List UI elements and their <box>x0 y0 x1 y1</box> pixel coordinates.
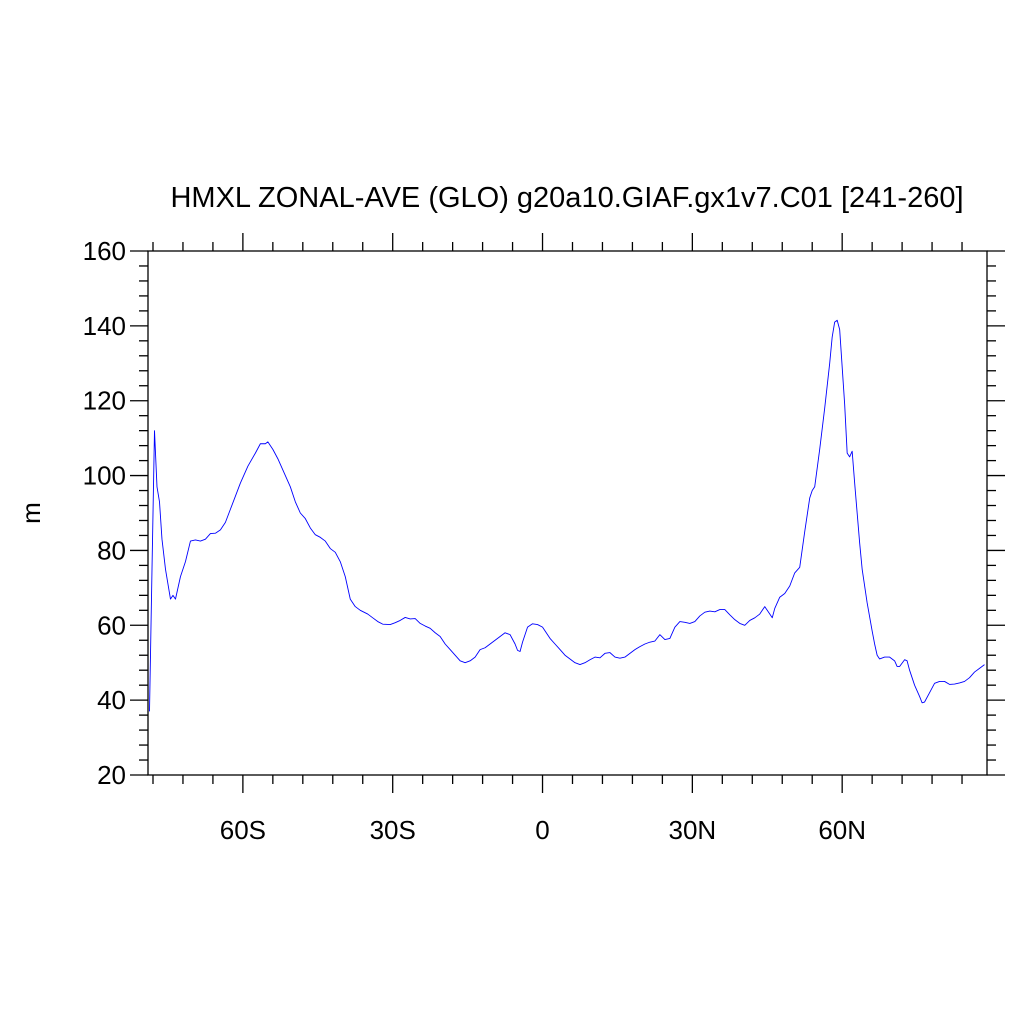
x-tick-label: 60N <box>818 815 866 845</box>
x-tick-label: 30N <box>668 815 716 845</box>
y-tick-label: 120 <box>83 386 126 416</box>
y-tick-label: 80 <box>97 535 126 565</box>
y-tick-label: 160 <box>83 236 126 266</box>
axis-ticks <box>130 233 1005 793</box>
y-axis-label: m <box>16 502 46 524</box>
y-tick-label: 100 <box>83 461 126 491</box>
y-tick-label: 140 <box>83 311 126 341</box>
x-tick-label: 0 <box>535 815 549 845</box>
tick-labels: 20 40 60 80 100 120 140 160 60S 30S 0 30N 60N <box>83 236 866 845</box>
plot-frame <box>147 250 988 776</box>
y-tick-label: 60 <box>97 610 126 640</box>
x-tick-label: 30S <box>370 815 416 845</box>
x-tick-label: 60S <box>220 815 266 845</box>
chart-title: HMXL ZONAL-AVE (GLO) g20a10.GIAF.gx1v7.C… <box>170 182 963 214</box>
y-tick-label: 20 <box>97 760 126 790</box>
y-tick-label: 40 <box>97 685 126 715</box>
series-group <box>149 319 985 712</box>
series-line <box>149 319 985 712</box>
